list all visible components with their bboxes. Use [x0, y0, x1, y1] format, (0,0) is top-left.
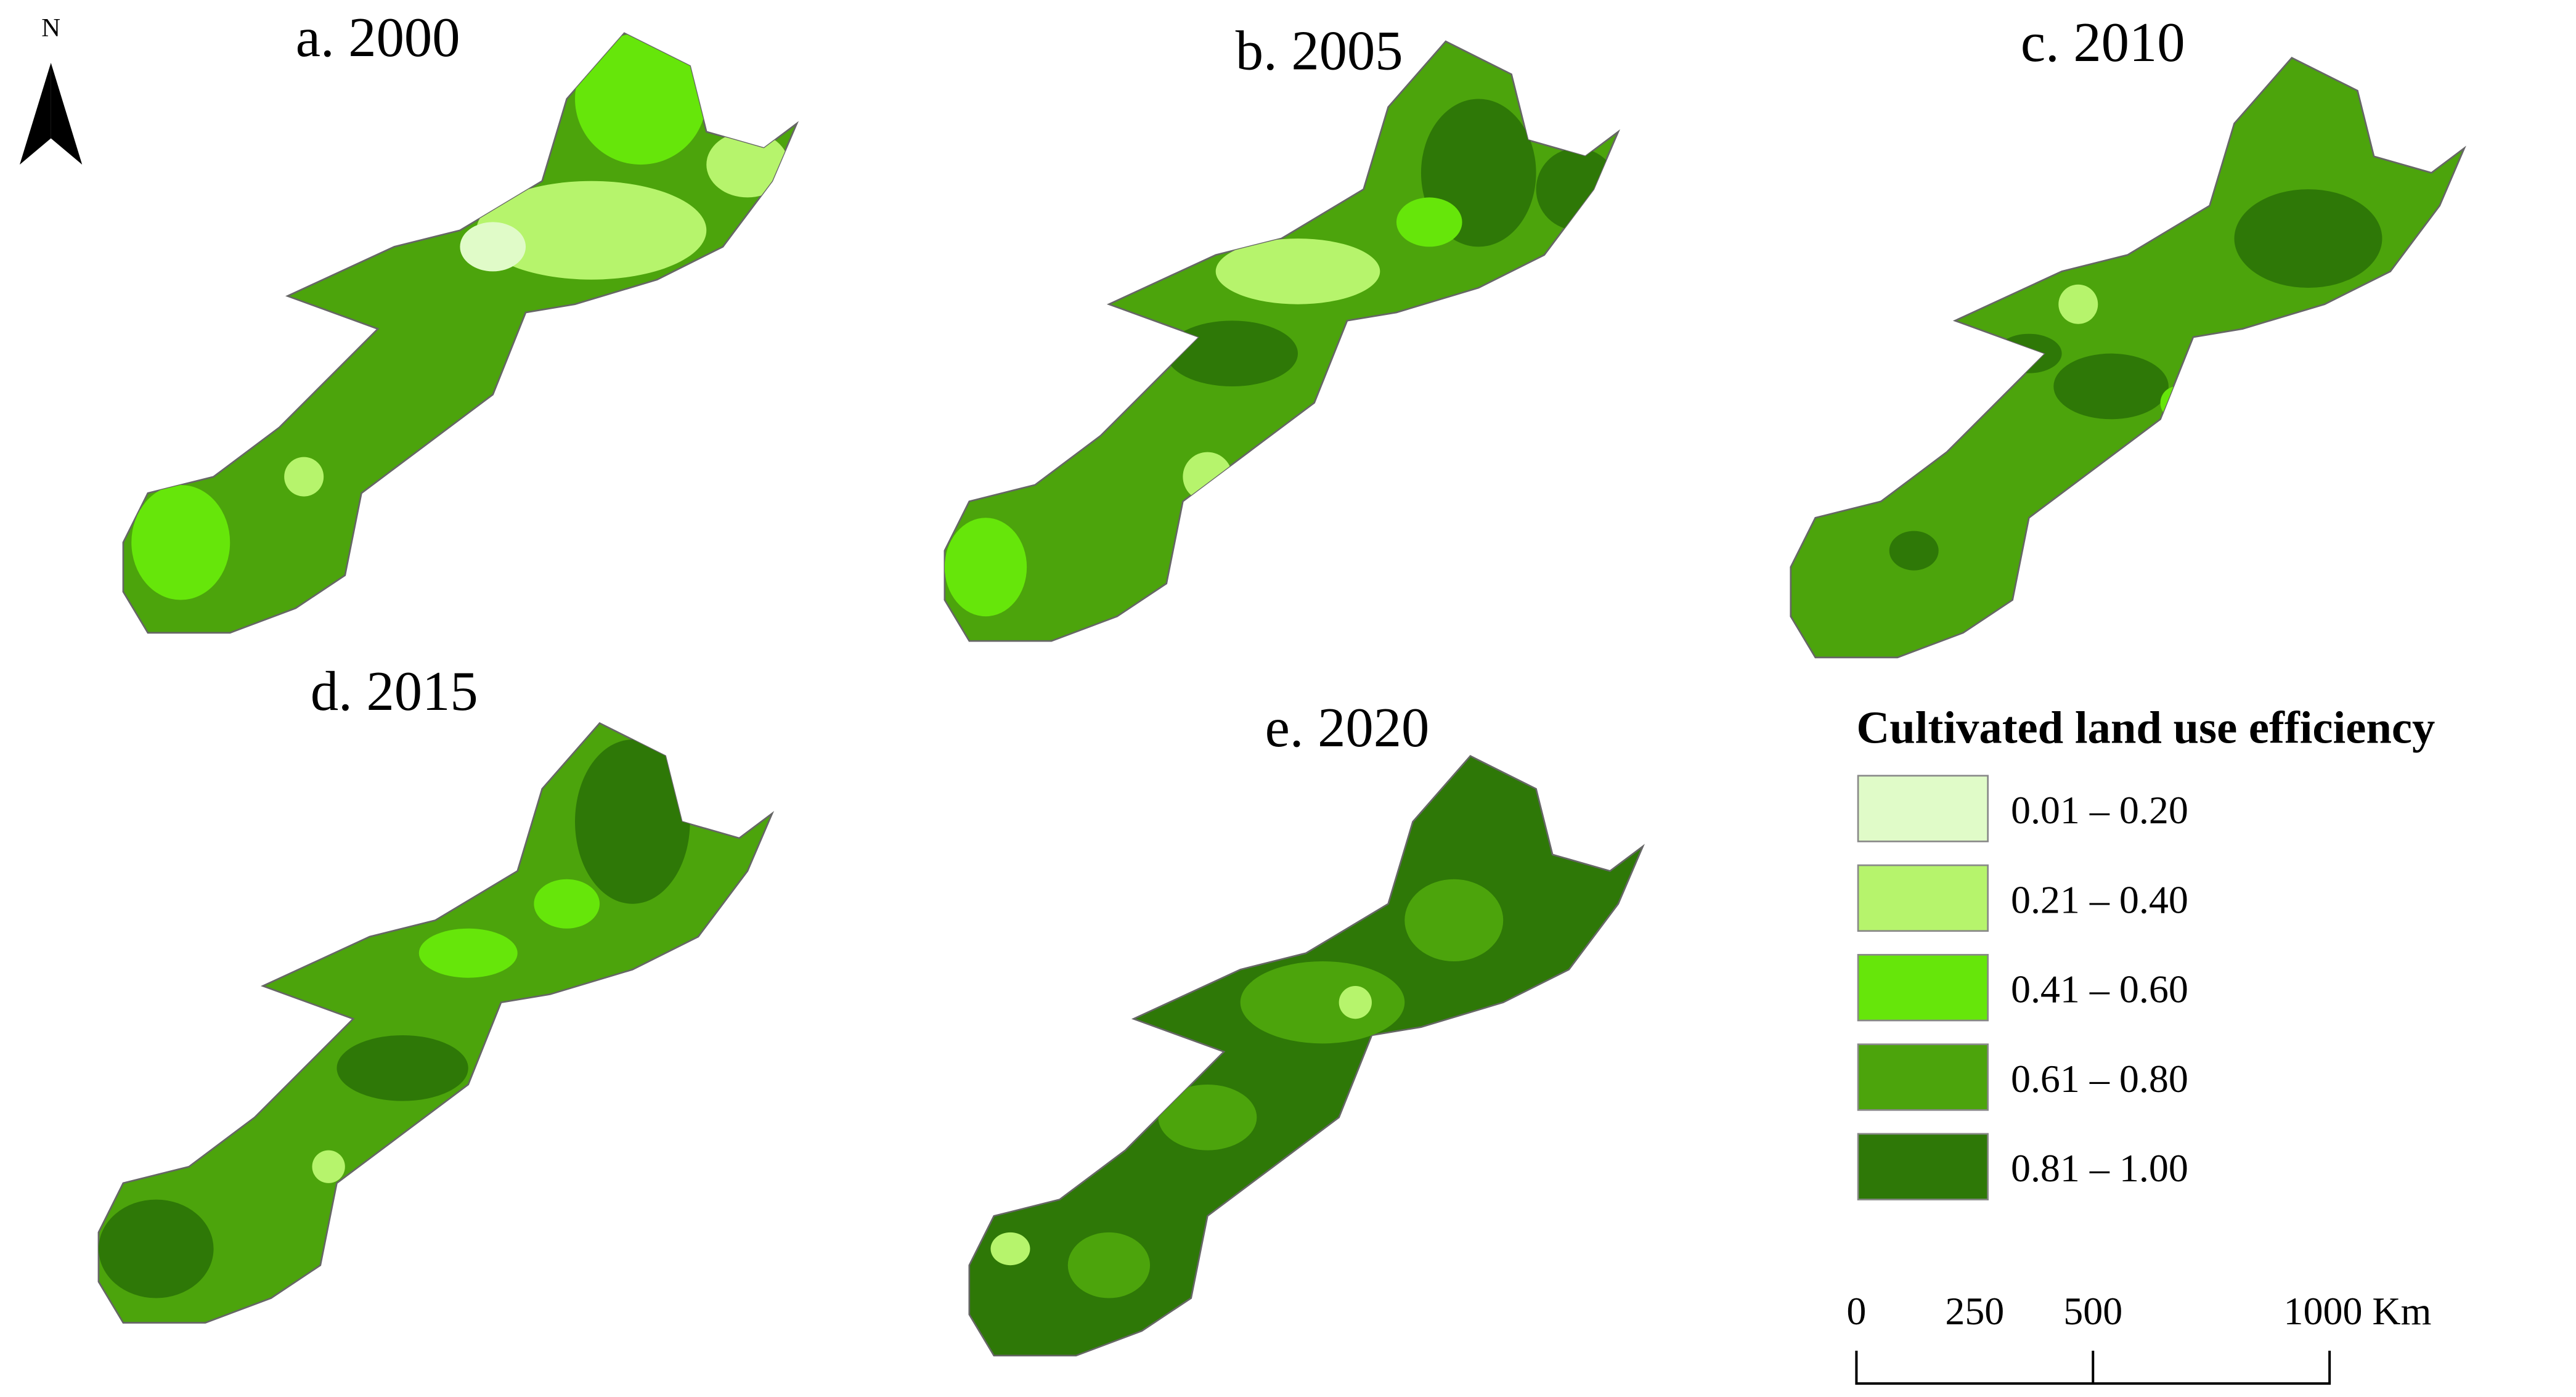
scale-label: 500: [2063, 1289, 2122, 1333]
scale-bar: 0 250 500 1000 Km: [1846, 1289, 2431, 1385]
north-arrow: N: [19, 14, 83, 165]
scale-label: 250: [1945, 1289, 2004, 1333]
map-c: c. 2010: [1790, 11, 2466, 659]
legend-swatch: [1857, 864, 1989, 932]
map-title: b. 2005: [1236, 19, 1403, 81]
map-title: e. 2020: [1265, 696, 1430, 759]
map-a: a. 2000: [122, 6, 798, 634]
legend-title: Cultivated land use efficiency: [1856, 702, 2435, 753]
map-title: c. 2010: [2021, 11, 2185, 73]
map-d: d. 2015: [97, 660, 773, 1324]
scale-label: 1000 Km: [2283, 1289, 2431, 1333]
map-title: d. 2015: [311, 660, 478, 722]
legend-swatch: [1857, 1133, 1989, 1200]
north-label: N: [41, 14, 60, 43]
legend-label: 0.01 – 0.20: [2011, 788, 2188, 832]
legend-label: 0.81 – 1.00: [2011, 1146, 2188, 1190]
legend-label: 0.21 – 0.40: [2011, 878, 2188, 921]
map-title: a. 2000: [296, 6, 460, 68]
legend: Cultivated land use efficiency 0.01 – 0.…: [1856, 702, 2435, 1200]
map-e: e. 2020: [968, 696, 1644, 1357]
legend-swatch: [1857, 775, 1989, 842]
legend-label: 0.61 – 0.80: [2011, 1057, 2188, 1101]
scale-label: 0: [1846, 1289, 1866, 1333]
legend-swatch: [1857, 1043, 1989, 1111]
map-b: b. 2005: [944, 19, 1620, 642]
legend-label: 0.41 – 0.60: [2011, 967, 2188, 1011]
legend-swatch: [1857, 954, 1989, 1022]
